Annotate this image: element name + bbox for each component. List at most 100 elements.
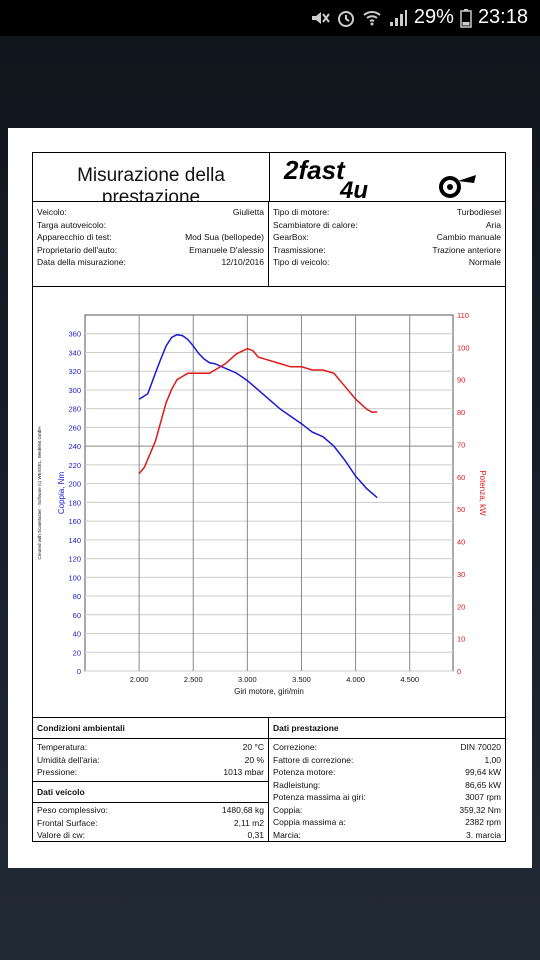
left-sections: Condizioni ambientali Temperatura: 20 °C U… (33, 718, 269, 842)
power-series-line (138, 347, 378, 475)
vehicle-data-label: Peso complessivo: (37, 805, 108, 815)
xtick-label: 2.500 (184, 675, 203, 684)
torque-series-line (138, 333, 378, 499)
performance-value: 3. marcia (466, 829, 501, 840)
performance-row: Fattore di correzione: 1,00 (273, 754, 501, 766)
performance-label: Fattore di correzione: (273, 754, 354, 765)
vehicle-info-left: Veicolo: Giulietta Targa autoveicolo: Appar… (33, 202, 269, 286)
condition-row: Pressione: 1013 mbar (37, 766, 264, 778)
alarm-icon (337, 10, 354, 27)
status-bar: 29% 23:18 (0, 0, 540, 36)
info-right-value: Turbodiesel (456, 207, 501, 217)
mute-icon (311, 11, 330, 24)
performance-label: Marcia: (273, 829, 301, 840)
info-right-row: Tipo di motore: Turbodiesel (273, 206, 501, 218)
info-left-value: Mod Sua (bellopede) (185, 232, 264, 242)
vehicle-data-label: Frontal Surface: (37, 817, 98, 828)
performance-value: DIN 70020 (460, 742, 501, 752)
report-header: Misurazione della prestazione 2fast 4u (33, 153, 505, 204)
ytick-left-label: 40 (73, 630, 81, 639)
performance-section: Dati prestazione Correzione: DIN 70020 Fat… (269, 718, 505, 842)
ytick-left-label: 200 (68, 480, 81, 489)
info-left-label: Veicolo: (37, 207, 67, 217)
vehicle-data-value: 1480,68 kg (221, 805, 264, 815)
info-left-label: Targa autoveicolo: (37, 219, 106, 230)
info-right-value: Trazione anteriore (432, 244, 501, 255)
performance-value: 99,64 kW (465, 767, 501, 777)
vehicle-info: Veicolo: Giulietta Targa autoveicolo: Appar… (33, 202, 505, 287)
info-right-label: Tipo di veicolo: (273, 257, 330, 267)
condition-value: 1013 mbar (223, 767, 264, 777)
battery-percent: 29% (413, 6, 454, 28)
performance-label: Correzione: (273, 742, 317, 752)
info-right-value: Cambio manuale (436, 232, 501, 242)
condition-value: 20 °C (242, 742, 264, 752)
ytick-left-label: 100 (68, 573, 81, 582)
ytick-right-label: 70 (457, 440, 465, 449)
vehicle-info-right: Tipo di motore: Turbodiesel Scambiatore di… (269, 202, 505, 286)
condition-label: Temperatura: (37, 742, 88, 752)
performance-rows: Correzione: DIN 70020 Fattore di correzion… (269, 739, 505, 842)
info-left-label: Data della misurazione: (37, 257, 126, 267)
ytick-left-label: 280 (68, 405, 81, 414)
performance-row: Coppia: 359,32 Nm (273, 804, 501, 816)
info-left-label: Proprietario dell'auto: (37, 244, 118, 255)
vehicle-data-row: Peso complessivo: 1480,68 kg (37, 804, 264, 816)
logo-text-1: 2fast (283, 155, 346, 185)
performance-label: Radleistung: (273, 779, 321, 790)
vehicle-data-label: Valore di cw: (37, 830, 86, 840)
info-right-label: Tipo di motore: (273, 207, 330, 217)
condition-value: 20 % (244, 754, 264, 765)
clock: 23:18 (477, 6, 528, 28)
logo: 2fast 4u (270, 153, 505, 204)
ytick-right-label: 50 (457, 505, 465, 514)
xtick-label: 4.000 (346, 675, 365, 684)
info-right-row: Trasmissione: Trazione anteriore (273, 244, 501, 256)
plot-area (84, 314, 454, 672)
info-left-value: Emanuele D'alessio (189, 244, 264, 255)
report-document: Misurazione della prestazione 2fast 4u V… (32, 152, 506, 842)
xtick-label: 3.500 (292, 675, 311, 684)
y-axis-left-label: Coppia, Nm (57, 472, 66, 515)
ytick-right-label: 0 (457, 667, 461, 676)
ytick-right-label: 110 (457, 311, 469, 320)
vehicle-data-rows: Peso complessivo: 1480,68 kg Frontal Surfa… (33, 803, 268, 842)
ytick-left-label: 140 (68, 536, 81, 545)
performance-row: Potenza massima ai giri: 3007 rpm (273, 791, 501, 803)
info-left-value: 12/10/2016 (221, 257, 264, 267)
ytick-left-label: 180 (68, 498, 81, 507)
info-right-row: GearBox: Cambio manuale (273, 231, 501, 243)
xtick-label: 4.500 (400, 675, 419, 684)
performance-row: Potenza motore: 99,64 kW (273, 766, 501, 778)
ytick-right-label: 10 (457, 635, 465, 644)
xtick-label: 3.000 (238, 675, 257, 684)
ytick-left-label: 160 (68, 517, 81, 526)
vehicle-data-value: 2,11 m2 (233, 817, 264, 828)
info-right-label: Scambiatore di calore: (273, 219, 358, 230)
condition-row: Umidità dell'aria: 20 % (37, 754, 264, 766)
ytick-right-label: 20 (457, 602, 465, 611)
vehicle-data-row: Valore di cw: 0,31 (37, 829, 264, 841)
ytick-left-label: 20 (73, 648, 81, 657)
ytick-left-label: 240 (68, 442, 81, 451)
condition-row: Temperatura: 20 °C (37, 741, 264, 753)
ytick-left-label: 320 (68, 367, 81, 376)
performance-row: Marcia: 3. marcia (273, 829, 501, 841)
wifi-icon (363, 10, 381, 25)
turbo-icon (439, 175, 476, 198)
dyno-chart-svg: 0204060801001201401601802002202402602803… (37, 311, 487, 696)
info-right-label: Trasmissione: (273, 244, 326, 255)
ytick-left-label: 120 (68, 555, 81, 564)
info-right-row: Tipo di veicolo: Normale (273, 256, 501, 268)
ytick-right-label: 30 (457, 570, 465, 579)
report-title: Misurazione della prestazione (77, 165, 225, 201)
ytick-left-label: 360 (68, 330, 81, 339)
info-left-row: Targa autoveicolo: (37, 219, 264, 231)
info-left-row: Apparecchio di test: Mod Sua (bellopede) (37, 231, 264, 243)
performance-value: 86,65 kW (465, 779, 501, 790)
conditions-title: Condizioni ambientali (33, 718, 268, 739)
info-left-row: Veicolo: Giulietta (37, 206, 264, 218)
performance-label: Coppia massima a: (273, 817, 346, 827)
dyno-chart: 0 20 40 60 80 100 120 140 160 180 200 220 240 260 280 3… (33, 287, 505, 718)
info-right-value: Normale (468, 257, 501, 267)
